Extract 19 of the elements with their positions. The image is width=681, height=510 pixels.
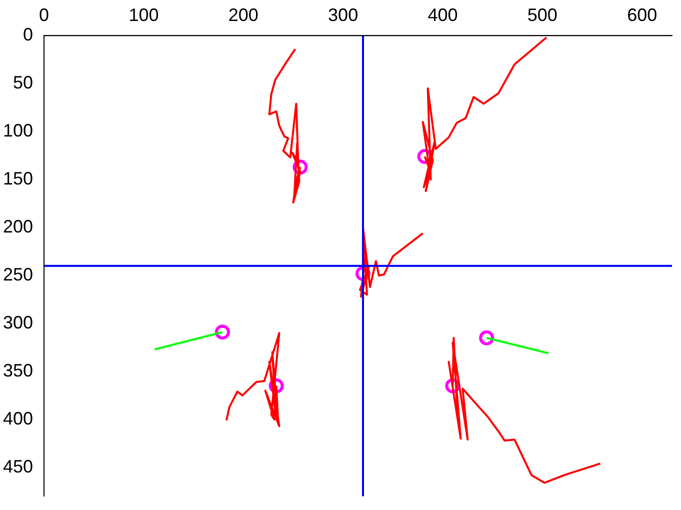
y-tick-label: 350 <box>2 360 34 380</box>
x-tick-label: 500 <box>527 4 558 25</box>
x-tick-label: 200 <box>228 4 258 25</box>
y-tick-label: 400 <box>2 408 34 428</box>
y-tick-label: 0 <box>23 24 34 45</box>
x-tick-label: 0 <box>39 4 50 25</box>
x-tick-label: 100 <box>128 4 159 25</box>
y-tick-label: 50 <box>13 72 34 93</box>
point <box>479 330 494 346</box>
point <box>214 324 230 340</box>
y-tick-label: 250 <box>2 264 34 284</box>
y-tick-label: 100 <box>2 120 34 141</box>
y-tick-label: 150 <box>2 168 34 189</box>
x-tick-label: 400 <box>428 4 458 25</box>
x-tick-label: 600 <box>627 4 658 25</box>
y-tick-label: 200 <box>2 216 34 236</box>
y-tick-label: 450 <box>2 456 34 476</box>
x-tick-label: 300 <box>328 4 358 25</box>
y-tick-label: 300 <box>2 312 34 332</box>
